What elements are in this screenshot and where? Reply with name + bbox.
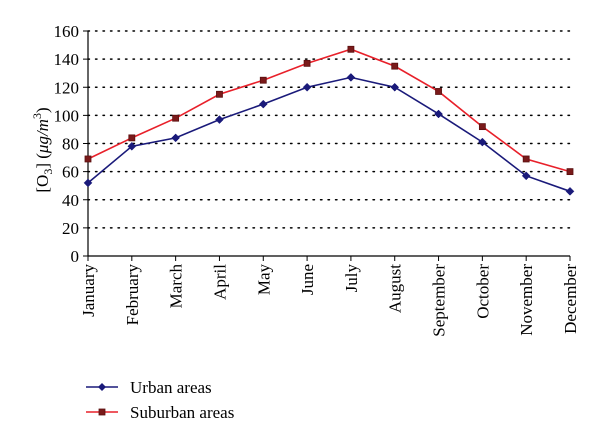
data-point <box>565 186 575 196</box>
y-tick-label: 120 <box>54 78 80 97</box>
x-tick-label: November <box>517 264 536 336</box>
data-point <box>522 155 530 163</box>
x-tick-label: April <box>210 264 229 300</box>
data-point <box>347 45 355 53</box>
x-tick-label: October <box>473 264 492 319</box>
legend-label: Suburban areas <box>130 403 234 422</box>
x-tick-labels: January February March April May June July Augu… <box>79 264 580 337</box>
data-point <box>84 155 92 163</box>
y-tick-label: 80 <box>62 135 79 154</box>
x-tick-label: May <box>254 264 273 296</box>
data-point <box>434 109 443 119</box>
y-tick-label: 60 <box>62 163 79 182</box>
data-point <box>215 115 224 124</box>
data-point <box>127 141 137 151</box>
x-tick-label: June <box>298 264 317 295</box>
x-tick-label: July <box>342 264 361 293</box>
legend-marker <box>98 408 106 416</box>
x-tick-label: December <box>561 264 580 334</box>
y-axis-title: [O3] (μg/m3) <box>30 107 55 192</box>
y-tick-labels: 0 20 40 60 80 100 120 140 160 <box>54 22 80 266</box>
series-line-suburban-areas <box>87 48 571 173</box>
data-point <box>128 134 136 142</box>
legend-marker <box>98 383 106 391</box>
data-point <box>521 171 531 181</box>
y-tick-label: 160 <box>54 22 80 41</box>
data-point <box>390 82 400 92</box>
x-tick-label: January <box>79 264 98 317</box>
data-point <box>435 88 442 95</box>
data-point <box>566 168 574 176</box>
grid-lines <box>87 30 571 229</box>
y-tick-label: 140 <box>54 50 80 69</box>
x-tick-label: February <box>123 264 142 326</box>
y-tick-label: 100 <box>54 106 80 125</box>
data-point <box>171 133 180 143</box>
data-point <box>216 90 223 98</box>
axes <box>83 30 571 261</box>
series-line-urban-areas <box>87 76 571 193</box>
data-point <box>478 123 486 131</box>
data-point <box>478 137 487 147</box>
data-point <box>83 178 93 188</box>
data-point <box>303 59 311 67</box>
legend: Urban areas Suburban areas <box>86 378 234 422</box>
y-tick-label: 0 <box>71 247 80 266</box>
x-tick-label: August <box>386 264 405 313</box>
data-point <box>346 73 356 82</box>
y-tick-label: 20 <box>62 219 79 238</box>
data-point <box>259 76 267 84</box>
legend-label: Urban areas <box>130 378 212 397</box>
data-point <box>258 99 268 109</box>
data-point <box>391 62 399 70</box>
series-layer <box>83 45 575 196</box>
x-tick-label: September <box>430 264 449 337</box>
y-tick-label: 40 <box>62 191 79 210</box>
x-tick-label: March <box>167 264 186 309</box>
data-point <box>302 82 312 92</box>
data-point <box>172 114 180 122</box>
